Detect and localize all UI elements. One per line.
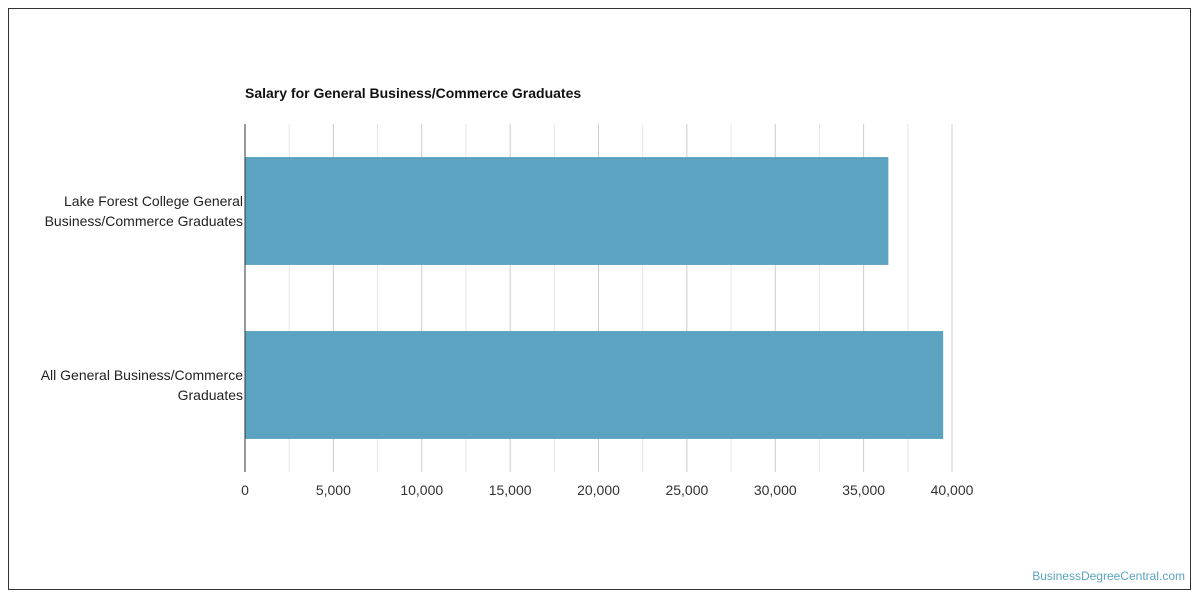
bars xyxy=(245,157,944,439)
chart-frame xyxy=(8,8,1191,590)
x-axis-ticks: 0 5,000 10,000 15,000 20,000 25,000 30,000 35,0… xyxy=(241,482,974,498)
x-tick-label: 20,000 xyxy=(577,482,620,498)
x-tick-label: 15,000 xyxy=(489,482,532,498)
x-tick-label: 35,000 xyxy=(842,482,885,498)
x-tick-label: 10,000 xyxy=(400,482,443,498)
x-tick-label: 5,000 xyxy=(316,482,351,498)
chart-title: Salary for General Business/Commerce Gra… xyxy=(245,85,582,101)
category-label-line: All General Business/Commerce xyxy=(40,367,243,383)
category-label-line: Graduates xyxy=(177,387,243,403)
category-label: Lake Forest College General Business/Com… xyxy=(3,191,243,231)
x-tick-label: 25,000 xyxy=(665,482,708,498)
category-label-line: Lake Forest College General xyxy=(64,193,243,209)
x-tick-label: 30,000 xyxy=(754,482,797,498)
x-tick-label: 0 xyxy=(241,482,249,498)
category-label-line: Business/Commerce Graduates xyxy=(44,213,243,229)
x-tick-label: 40,000 xyxy=(931,482,974,498)
category-label: All General Business/Commerce Graduates xyxy=(3,365,243,405)
bar[interactable] xyxy=(245,157,889,265)
bar[interactable] xyxy=(245,331,944,439)
source-watermark[interactable]: BusinessDegreeCentral.com xyxy=(1032,569,1185,583)
